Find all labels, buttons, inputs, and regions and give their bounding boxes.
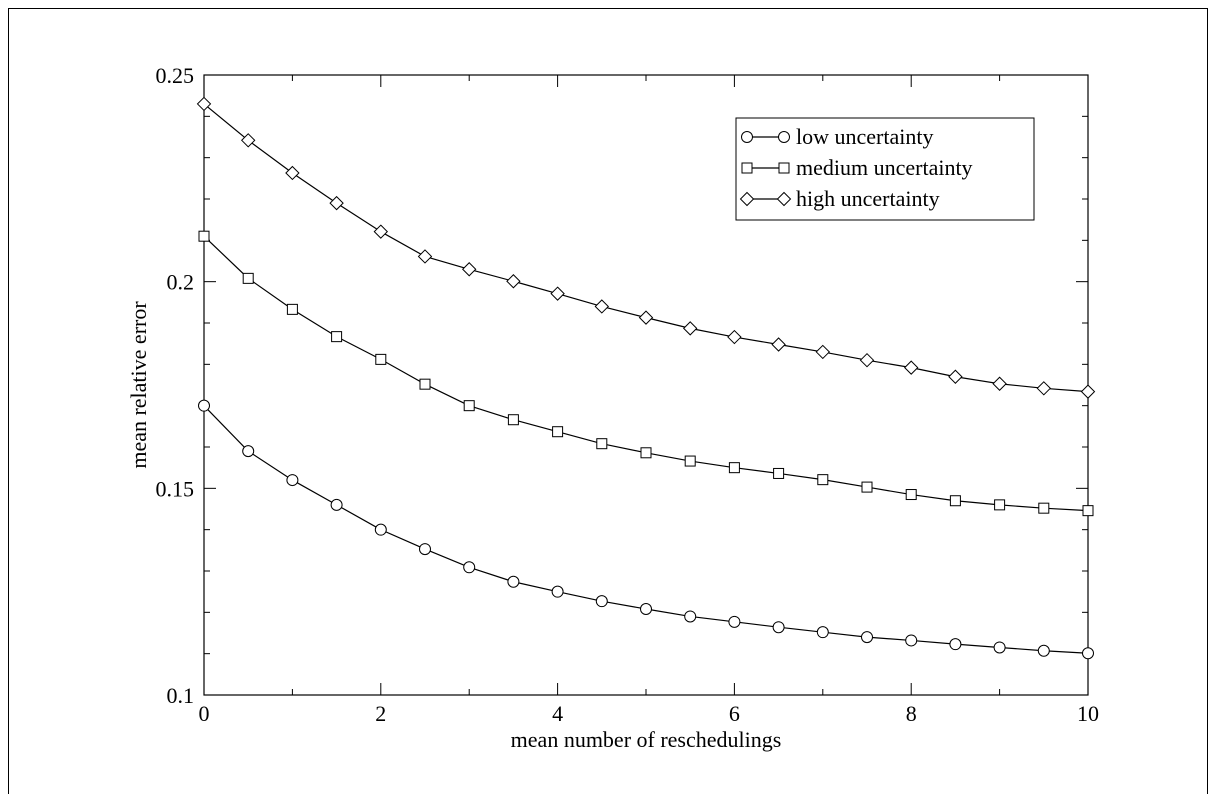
data-point	[1082, 647, 1094, 660]
series-circle	[198, 399, 1094, 660]
data-point	[817, 474, 829, 486]
legend-entry: high uncertainty	[739, 186, 940, 211]
data-point	[595, 595, 608, 608]
x-axis-label: mean number of reschedulings	[511, 727, 782, 752]
data-point	[550, 286, 565, 301]
x-tick-label: 8	[906, 701, 917, 726]
data-point	[992, 376, 1007, 391]
data-point	[949, 495, 961, 507]
data-point	[1082, 505, 1094, 517]
legend-label: low uncertainty	[796, 124, 933, 149]
data-point	[905, 489, 917, 501]
legend: low uncertainty medium uncertainty high un…	[735, 117, 1035, 221]
data-point	[240, 133, 256, 148]
data-point	[417, 249, 433, 264]
axis-ticks	[203, 74, 1089, 696]
x-tick-label: 0	[199, 701, 210, 726]
data-point	[684, 455, 696, 467]
axis-tick-labels: 0 2 4 6 8 10 0.1 0.15 0.2 0.25	[156, 63, 1100, 726]
data-point	[463, 400, 475, 412]
data-point	[948, 369, 963, 384]
data-point	[330, 498, 343, 511]
legend-marker-start	[739, 191, 755, 207]
data-point	[638, 310, 654, 325]
data-point	[949, 638, 962, 651]
data-point	[640, 603, 652, 616]
data-point	[461, 262, 477, 277]
legend-marker-end	[778, 162, 790, 174]
data-point	[771, 337, 786, 352]
data-point	[331, 331, 343, 343]
y-tick-label: 0.2	[167, 270, 195, 295]
legend-entry: low uncertainty	[741, 124, 933, 149]
data-point	[198, 230, 210, 242]
data-point	[728, 615, 741, 628]
data-point	[640, 447, 652, 459]
y-tick-label: 0.25	[156, 63, 195, 88]
legend-marker-end	[776, 191, 792, 207]
x-tick-label: 10	[1077, 701, 1099, 726]
data-point	[596, 438, 608, 450]
data-point	[506, 274, 521, 289]
legend-marker-start	[741, 162, 753, 174]
data-point	[1038, 502, 1050, 514]
legend-marker-start	[741, 131, 753, 143]
data-point	[861, 481, 873, 493]
y-tick-label: 0.15	[156, 476, 195, 501]
data-point	[816, 626, 829, 639]
data-point	[772, 621, 785, 634]
data-point	[815, 344, 831, 360]
data-point	[728, 462, 740, 474]
data-point	[903, 360, 919, 375]
data-point	[594, 299, 610, 314]
data-point	[286, 474, 299, 487]
data-point	[419, 378, 431, 390]
data-point	[905, 634, 918, 647]
series-diamond	[196, 96, 1096, 399]
data-point	[374, 523, 387, 536]
data-point	[994, 499, 1006, 511]
data-point	[552, 426, 564, 438]
legend-marker-end	[778, 131, 790, 143]
data-point	[286, 303, 298, 315]
data-point	[684, 610, 697, 623]
data-point	[773, 467, 785, 479]
data-point	[242, 272, 254, 284]
series-square	[198, 230, 1094, 517]
data-point	[861, 631, 873, 644]
legend-label: high uncertainty	[796, 186, 940, 211]
data-point	[507, 575, 520, 588]
data-point	[329, 195, 344, 211]
data-point	[198, 399, 210, 412]
series-layer	[196, 96, 1096, 660]
data-point	[285, 165, 300, 181]
data-point	[419, 543, 431, 556]
data-point	[1080, 384, 1096, 399]
data-point	[1036, 381, 1052, 396]
series-line	[203, 405, 1089, 654]
data-point	[373, 224, 389, 239]
data-point	[682, 321, 698, 336]
data-point	[1037, 644, 1050, 657]
legend-label: medium uncertainty	[796, 155, 973, 180]
legend-entry: medium uncertainty	[741, 155, 973, 180]
x-tick-label: 4	[552, 701, 563, 726]
data-point	[993, 641, 1006, 654]
data-point	[375, 353, 387, 365]
data-point	[727, 329, 742, 345]
data-point	[463, 561, 476, 574]
x-tick-label: 6	[729, 701, 740, 726]
data-point	[507, 414, 519, 426]
y-axis-label: mean relative error	[126, 301, 151, 469]
y-tick-label: 0.1	[167, 683, 195, 708]
figure-frame	[8, 8, 1208, 794]
x-tick-label: 2	[375, 701, 386, 726]
data-point	[242, 445, 255, 458]
data-point	[196, 96, 212, 112]
data-point	[551, 585, 564, 598]
data-point	[859, 352, 875, 368]
